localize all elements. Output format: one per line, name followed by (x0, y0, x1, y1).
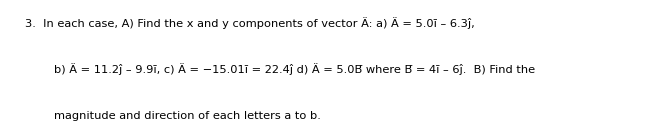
Text: magnitude and direction of each letters a to b.: magnitude and direction of each letters … (54, 111, 321, 121)
Text: 3.  In each case, A) Find the x and y components of vector Ä: a) Ä = 5.0ī – 6.3ĵ: 3. In each case, A) Find the x and y com… (25, 18, 475, 29)
Text: b) Ä = 11.2ĵ – 9.9ī, c) Ä = −15.01ī = 22.4ĵ d) Ä = 5.0B̅ where B̅ = 4ī – 6ĵ.  B): b) Ä = 11.2ĵ – 9.9ī, c) Ä = −15.01ī = 22… (54, 63, 535, 75)
